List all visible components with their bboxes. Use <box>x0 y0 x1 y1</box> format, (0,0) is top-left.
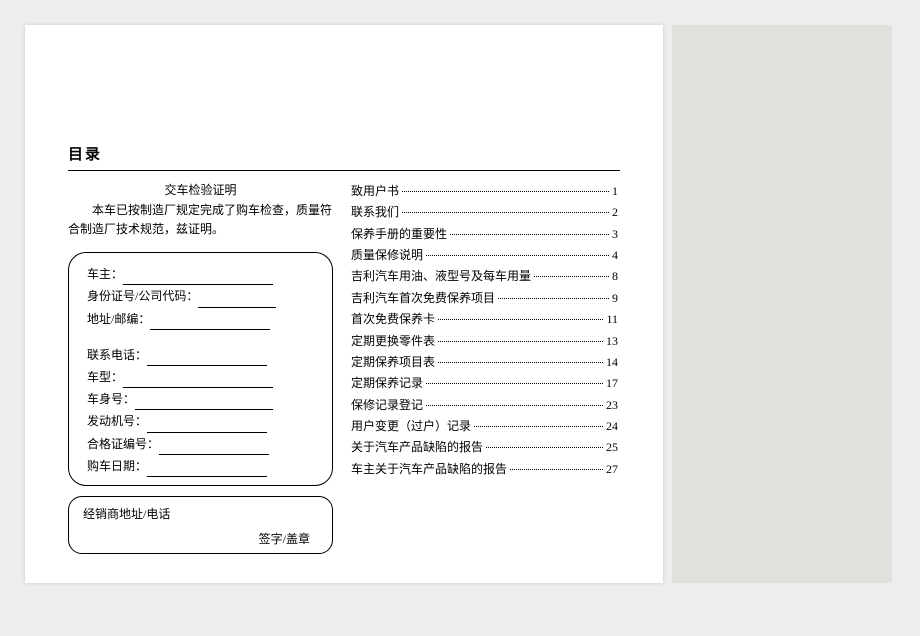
form-underline <box>147 352 267 366</box>
toc-page-number: 1 <box>612 181 618 202</box>
toc-leader-dots <box>402 191 609 192</box>
toc-label: 定期更换零件表 <box>351 331 435 352</box>
form-underline <box>147 419 267 433</box>
toc-page-number: 24 <box>606 416 618 437</box>
toc-row: 致用户书 1 <box>351 181 618 202</box>
toc-label: 用户变更（过户）记录 <box>351 416 471 437</box>
toc-leader-dots <box>498 298 609 299</box>
form-underline <box>150 316 270 330</box>
toc-label: 首次免费保养卡 <box>351 309 435 330</box>
form-row: 合格证编号： <box>87 433 314 455</box>
toc-label: 车主关于汽车产品缺陷的报告 <box>351 459 507 480</box>
toc-page-number: 13 <box>606 331 618 352</box>
form-row: 地址/邮编： <box>87 308 314 330</box>
left-column: 交车检验证明 本车已按制造厂规定完成了购车检查，质量符合制造厂技术规范，兹证明。… <box>68 181 333 554</box>
toc-label: 吉利汽车首次免费保养项目 <box>351 288 495 309</box>
toc-leader-dots <box>438 341 603 342</box>
title-rule <box>68 170 620 171</box>
toc-label: 关于汽车产品缺陷的报告 <box>351 437 483 458</box>
toc-leader-dots <box>486 447 603 448</box>
toc-row: 用户变更（过户）记录 24 <box>351 416 618 437</box>
toc-label: 保修记录登记 <box>351 395 423 416</box>
form-underline <box>135 396 273 410</box>
toc-leader-dots <box>426 405 603 406</box>
toc-row: 吉利汽车用油、液型号及每车用量 8 <box>351 266 618 287</box>
form-underline <box>198 294 276 308</box>
form-row: 车身号： <box>87 388 314 410</box>
page-content: 目录 交车检验证明 本车已按制造厂规定完成了购车检查，质量符合制造厂技术规范，兹… <box>68 143 620 554</box>
toc-leader-dots <box>474 426 603 427</box>
toc-page-number: 8 <box>612 266 618 287</box>
toc-label: 定期保养项目表 <box>351 352 435 373</box>
toc-page-number: 17 <box>606 373 618 394</box>
toc-page-number: 4 <box>612 245 618 266</box>
page-title: 目录 <box>68 143 620 164</box>
toc-label: 联系我们 <box>351 202 399 223</box>
toc-page-number: 9 <box>612 288 618 309</box>
form-underline <box>123 374 273 388</box>
toc-row: 定期保养项目表 14 <box>351 352 618 373</box>
form-underline <box>123 271 273 285</box>
form-underline <box>147 463 267 477</box>
table-of-contents: 致用户书1联系我们2保养手册的重要性3质量保修说明4吉利汽车用油、液型号及每车用… <box>333 181 618 554</box>
toc-row: 首次免费保养卡 11 <box>351 309 618 330</box>
toc-row: 车主关于汽车产品缺陷的报告 27 <box>351 459 618 480</box>
owner-form-card: 车主： 身份证号/公司代码： 地址/邮编： 联系电话： 车型： 车身号： 发动机号： 合格证编… <box>68 252 333 486</box>
toc-leader-dots <box>534 276 609 277</box>
toc-row: 联系我们 2 <box>351 202 618 223</box>
form-label: 购车日期： <box>87 459 147 473</box>
form-row: 联系电话： <box>87 344 314 366</box>
toc-label: 质量保修说明 <box>351 245 423 266</box>
adjacent-page-stub <box>672 25 892 583</box>
toc-leader-dots <box>510 469 603 470</box>
toc-leader-dots <box>426 255 609 256</box>
toc-row: 保修记录登记 23 <box>351 395 618 416</box>
toc-leader-dots <box>402 212 609 213</box>
document-page: 目录 交车检验证明 本车已按制造厂规定完成了购车检查，质量符合制造厂技术规范，兹… <box>25 25 663 583</box>
toc-page-number: 25 <box>606 437 618 458</box>
certificate-body: 本车已按制造厂规定完成了购车检查，质量符合制造厂技术规范，兹证明。 <box>68 201 333 238</box>
toc-row: 关于汽车产品缺陷的报告 25 <box>351 437 618 458</box>
signature-label: 签字/盖章 <box>259 530 310 547</box>
toc-page-number: 2 <box>612 202 618 223</box>
form-row: 身份证号/公司代码： <box>87 285 314 307</box>
form-row: 车型： <box>87 366 314 388</box>
form-label: 联系电话： <box>87 348 147 362</box>
certificate-title: 交车检验证明 <box>68 181 333 198</box>
toc-label: 致用户书 <box>351 181 399 202</box>
toc-row: 定期保养记录 17 <box>351 373 618 394</box>
toc-row: 定期更换零件表 13 <box>351 331 618 352</box>
toc-page-number: 3 <box>612 224 618 245</box>
dealer-label: 经销商地址/电话 <box>83 505 318 522</box>
toc-page-number: 14 <box>606 352 618 373</box>
toc-row: 吉利汽车首次免费保养项目 9 <box>351 288 618 309</box>
form-gap <box>87 330 314 344</box>
form-row: 购车日期： <box>87 455 314 477</box>
toc-page-number: 27 <box>606 459 618 480</box>
form-label: 身份证号/公司代码： <box>87 289 198 303</box>
form-label: 车型： <box>87 370 123 384</box>
toc-leader-dots <box>450 234 609 235</box>
dealer-card: 经销商地址/电话 签字/盖章 <box>68 496 333 554</box>
form-row: 车主： <box>87 263 314 285</box>
toc-leader-dots <box>438 319 603 320</box>
form-row: 发动机号： <box>87 410 314 432</box>
two-column-layout: 交车检验证明 本车已按制造厂规定完成了购车检查，质量符合制造厂技术规范，兹证明。… <box>68 181 620 554</box>
form-label: 车主： <box>87 267 123 281</box>
toc-row: 保养手册的重要性 3 <box>351 224 618 245</box>
form-label: 地址/邮编： <box>87 312 150 326</box>
toc-page-number: 11 <box>606 309 618 330</box>
toc-label: 定期保养记录 <box>351 373 423 394</box>
form-label: 发动机号： <box>87 414 147 428</box>
toc-leader-dots <box>426 383 603 384</box>
form-label: 车身号： <box>87 392 135 406</box>
toc-label: 保养手册的重要性 <box>351 224 447 245</box>
toc-page-number: 23 <box>606 395 618 416</box>
form-underline <box>159 441 269 455</box>
toc-label: 吉利汽车用油、液型号及每车用量 <box>351 266 531 287</box>
form-label: 合格证编号： <box>87 437 159 451</box>
toc-row: 质量保修说明 4 <box>351 245 618 266</box>
toc-leader-dots <box>438 362 603 363</box>
